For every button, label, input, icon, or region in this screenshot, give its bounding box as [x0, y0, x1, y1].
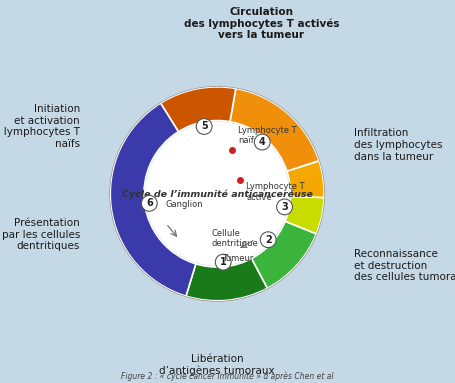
- Circle shape: [260, 232, 276, 248]
- Wedge shape: [287, 161, 324, 198]
- Text: Initiation
et activation
des lymphocytes T
naïfs: Initiation et activation des lymphocytes…: [0, 104, 80, 149]
- Circle shape: [196, 119, 212, 134]
- Text: 5: 5: [201, 121, 207, 131]
- Text: Figure 2 : « cycle cancer immunité » d’après Chen et al: Figure 2 : « cycle cancer immunité » d’a…: [121, 372, 334, 381]
- Circle shape: [145, 122, 289, 266]
- Text: Reconnaissance
et destruction
des cellules tumorales: Reconnaissance et destruction des cellul…: [354, 249, 455, 283]
- Text: Présentation
par les cellules
dentritiques: Présentation par les cellules dentritiqu…: [2, 218, 80, 251]
- Wedge shape: [252, 221, 316, 288]
- Wedge shape: [285, 196, 324, 234]
- Text: 4: 4: [259, 137, 266, 147]
- Text: Ganglion: Ganglion: [166, 200, 203, 209]
- Circle shape: [142, 195, 157, 211]
- Circle shape: [254, 134, 270, 150]
- Text: 6: 6: [146, 198, 153, 208]
- Text: Cycle de l’immunité anticanceréuse: Cycle de l’immunité anticanceréuse: [122, 189, 313, 198]
- Text: Libération
d’antigènes tumoraux: Libération d’antigènes tumoraux: [159, 354, 275, 376]
- Text: Cellule
dentritique: Cellule dentritique: [212, 229, 258, 248]
- Text: Lymphocyte T
naïf: Lymphocyte T naïf: [238, 126, 297, 145]
- Text: 2: 2: [265, 235, 272, 245]
- Wedge shape: [186, 259, 268, 301]
- Circle shape: [277, 199, 293, 215]
- Wedge shape: [110, 103, 196, 296]
- Text: 3: 3: [281, 202, 288, 212]
- Wedge shape: [230, 88, 319, 171]
- Text: 1: 1: [220, 257, 227, 267]
- Text: Lymphocyte T
activé: Lymphocyte T activé: [246, 182, 305, 201]
- Text: Infiltration
des lymphocytes
dans la tumeur: Infiltration des lymphocytes dans la tum…: [354, 128, 443, 162]
- Text: Tumeur: Tumeur: [222, 254, 254, 263]
- Wedge shape: [161, 87, 236, 132]
- Circle shape: [215, 254, 231, 270]
- Text: Circulation
des lymphocytes T activés
vers la tumeur: Circulation des lymphocytes T activés ve…: [184, 7, 339, 40]
